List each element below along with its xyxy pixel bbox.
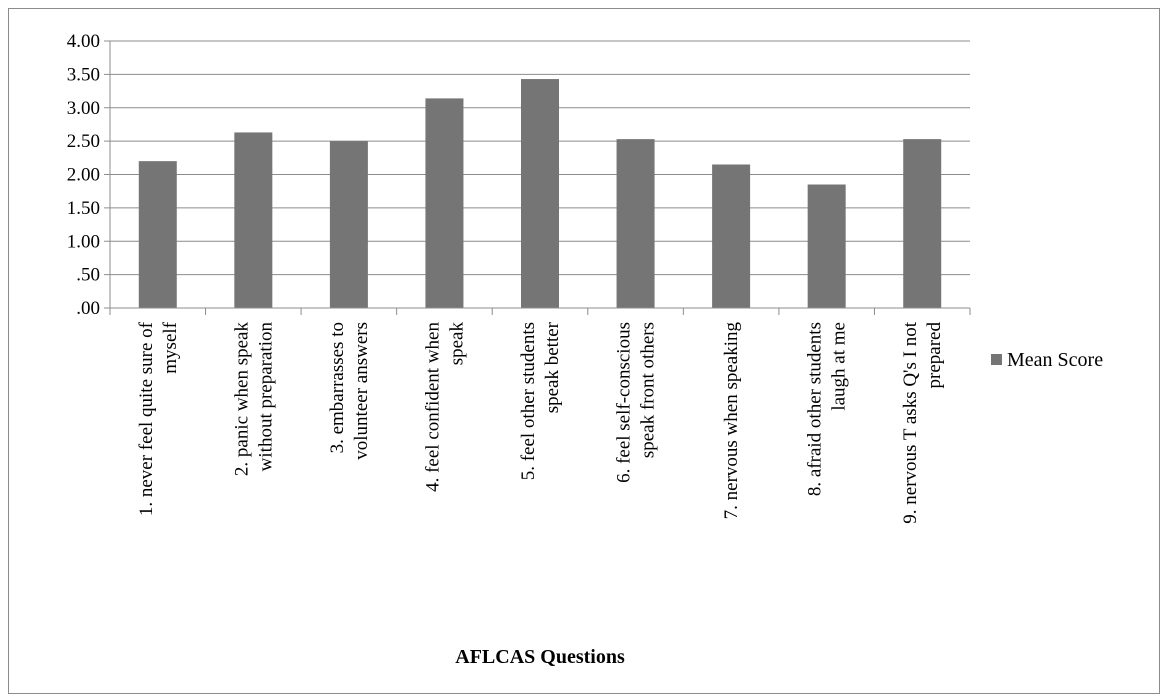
bar [521, 79, 559, 308]
y-tick-label: 2.50 [67, 131, 100, 152]
x-tick-label-line: 8. afraid other students [805, 322, 826, 496]
x-tick-label: 4. feel confident when speak [422, 322, 467, 492]
x-tick-label: 6. feel self-conscious speak front others [614, 322, 659, 483]
x-tick-label-line: speak front others [638, 322, 659, 458]
bar [138, 161, 177, 308]
bar [425, 98, 464, 308]
bar [616, 139, 655, 308]
y-tick-label: 4.00 [67, 31, 100, 52]
x-tick-label-line: 2. panic when speak [231, 322, 252, 477]
axes [104, 40, 971, 315]
legend-swatch [991, 354, 1002, 365]
x-tick-label: 1. never feel quite sure of myself [136, 321, 181, 516]
x-tick-label-line: 1. never feel quite sure of [136, 321, 157, 516]
x-tick-label-line: 3. embarrasses to [327, 322, 348, 453]
bar [712, 164, 751, 308]
x-tick-label-line: prepared [924, 322, 945, 389]
chart-frame [8, 8, 1160, 694]
x-tick-label: 8. afraid other students laugh at me [805, 322, 850, 496]
y-tick-label: 2.00 [67, 165, 100, 186]
x-tick-label-line: 9. nervous T asks Q's I not [900, 321, 921, 523]
legend-label: Mean Score [1007, 349, 1103, 371]
x-tick-label-line: myself [160, 321, 181, 373]
x-axis-title: AFLCAS Questions [455, 646, 625, 668]
x-tick-label: 2. panic when speak without preparation [231, 322, 276, 477]
x-tick-label: 9. nervous T asks Q's I not prepared [900, 321, 945, 523]
x-tick-label: 5. feel other students speak better [518, 321, 563, 480]
bars [138, 79, 942, 308]
x-tick-label-line: without preparation [255, 322, 276, 472]
y-tick-label: .50 [76, 265, 100, 286]
labels: .00 .50 1.00 1.50 2.00 2.50 3.00 3.50 4.00 1. nev… [67, 31, 945, 524]
x-tick-label-line: 4. feel confident when [422, 322, 443, 492]
bar [234, 132, 273, 308]
legend: Mean Score [991, 349, 1103, 371]
x-tick-label: 3. embarrasses to volunteer answers [327, 322, 372, 460]
x-tick-label-line: 7. nervous when speaking [721, 322, 742, 520]
x-tick-label-line: 5. feel other students [518, 322, 539, 480]
x-tick-label: 7. nervous when speaking [721, 322, 742, 520]
y-tick-label: 1.00 [67, 231, 100, 252]
y-tick-label: .00 [76, 298, 100, 319]
y-tick-label: 1.50 [67, 198, 100, 219]
x-tick-label-line: volunteer answers [351, 322, 372, 460]
x-tick-label-line: laugh at me [829, 322, 850, 411]
bar [903, 139, 942, 308]
y-tick-label: 3.50 [67, 64, 100, 85]
x-tick-label-line: speak [446, 322, 467, 366]
y-tick-label: 3.00 [67, 98, 100, 119]
bar [329, 141, 368, 308]
bar [807, 184, 846, 308]
x-tick-label-line: speak better [542, 321, 563, 413]
x-tick-label-line: 6. feel self-conscious [614, 322, 635, 483]
